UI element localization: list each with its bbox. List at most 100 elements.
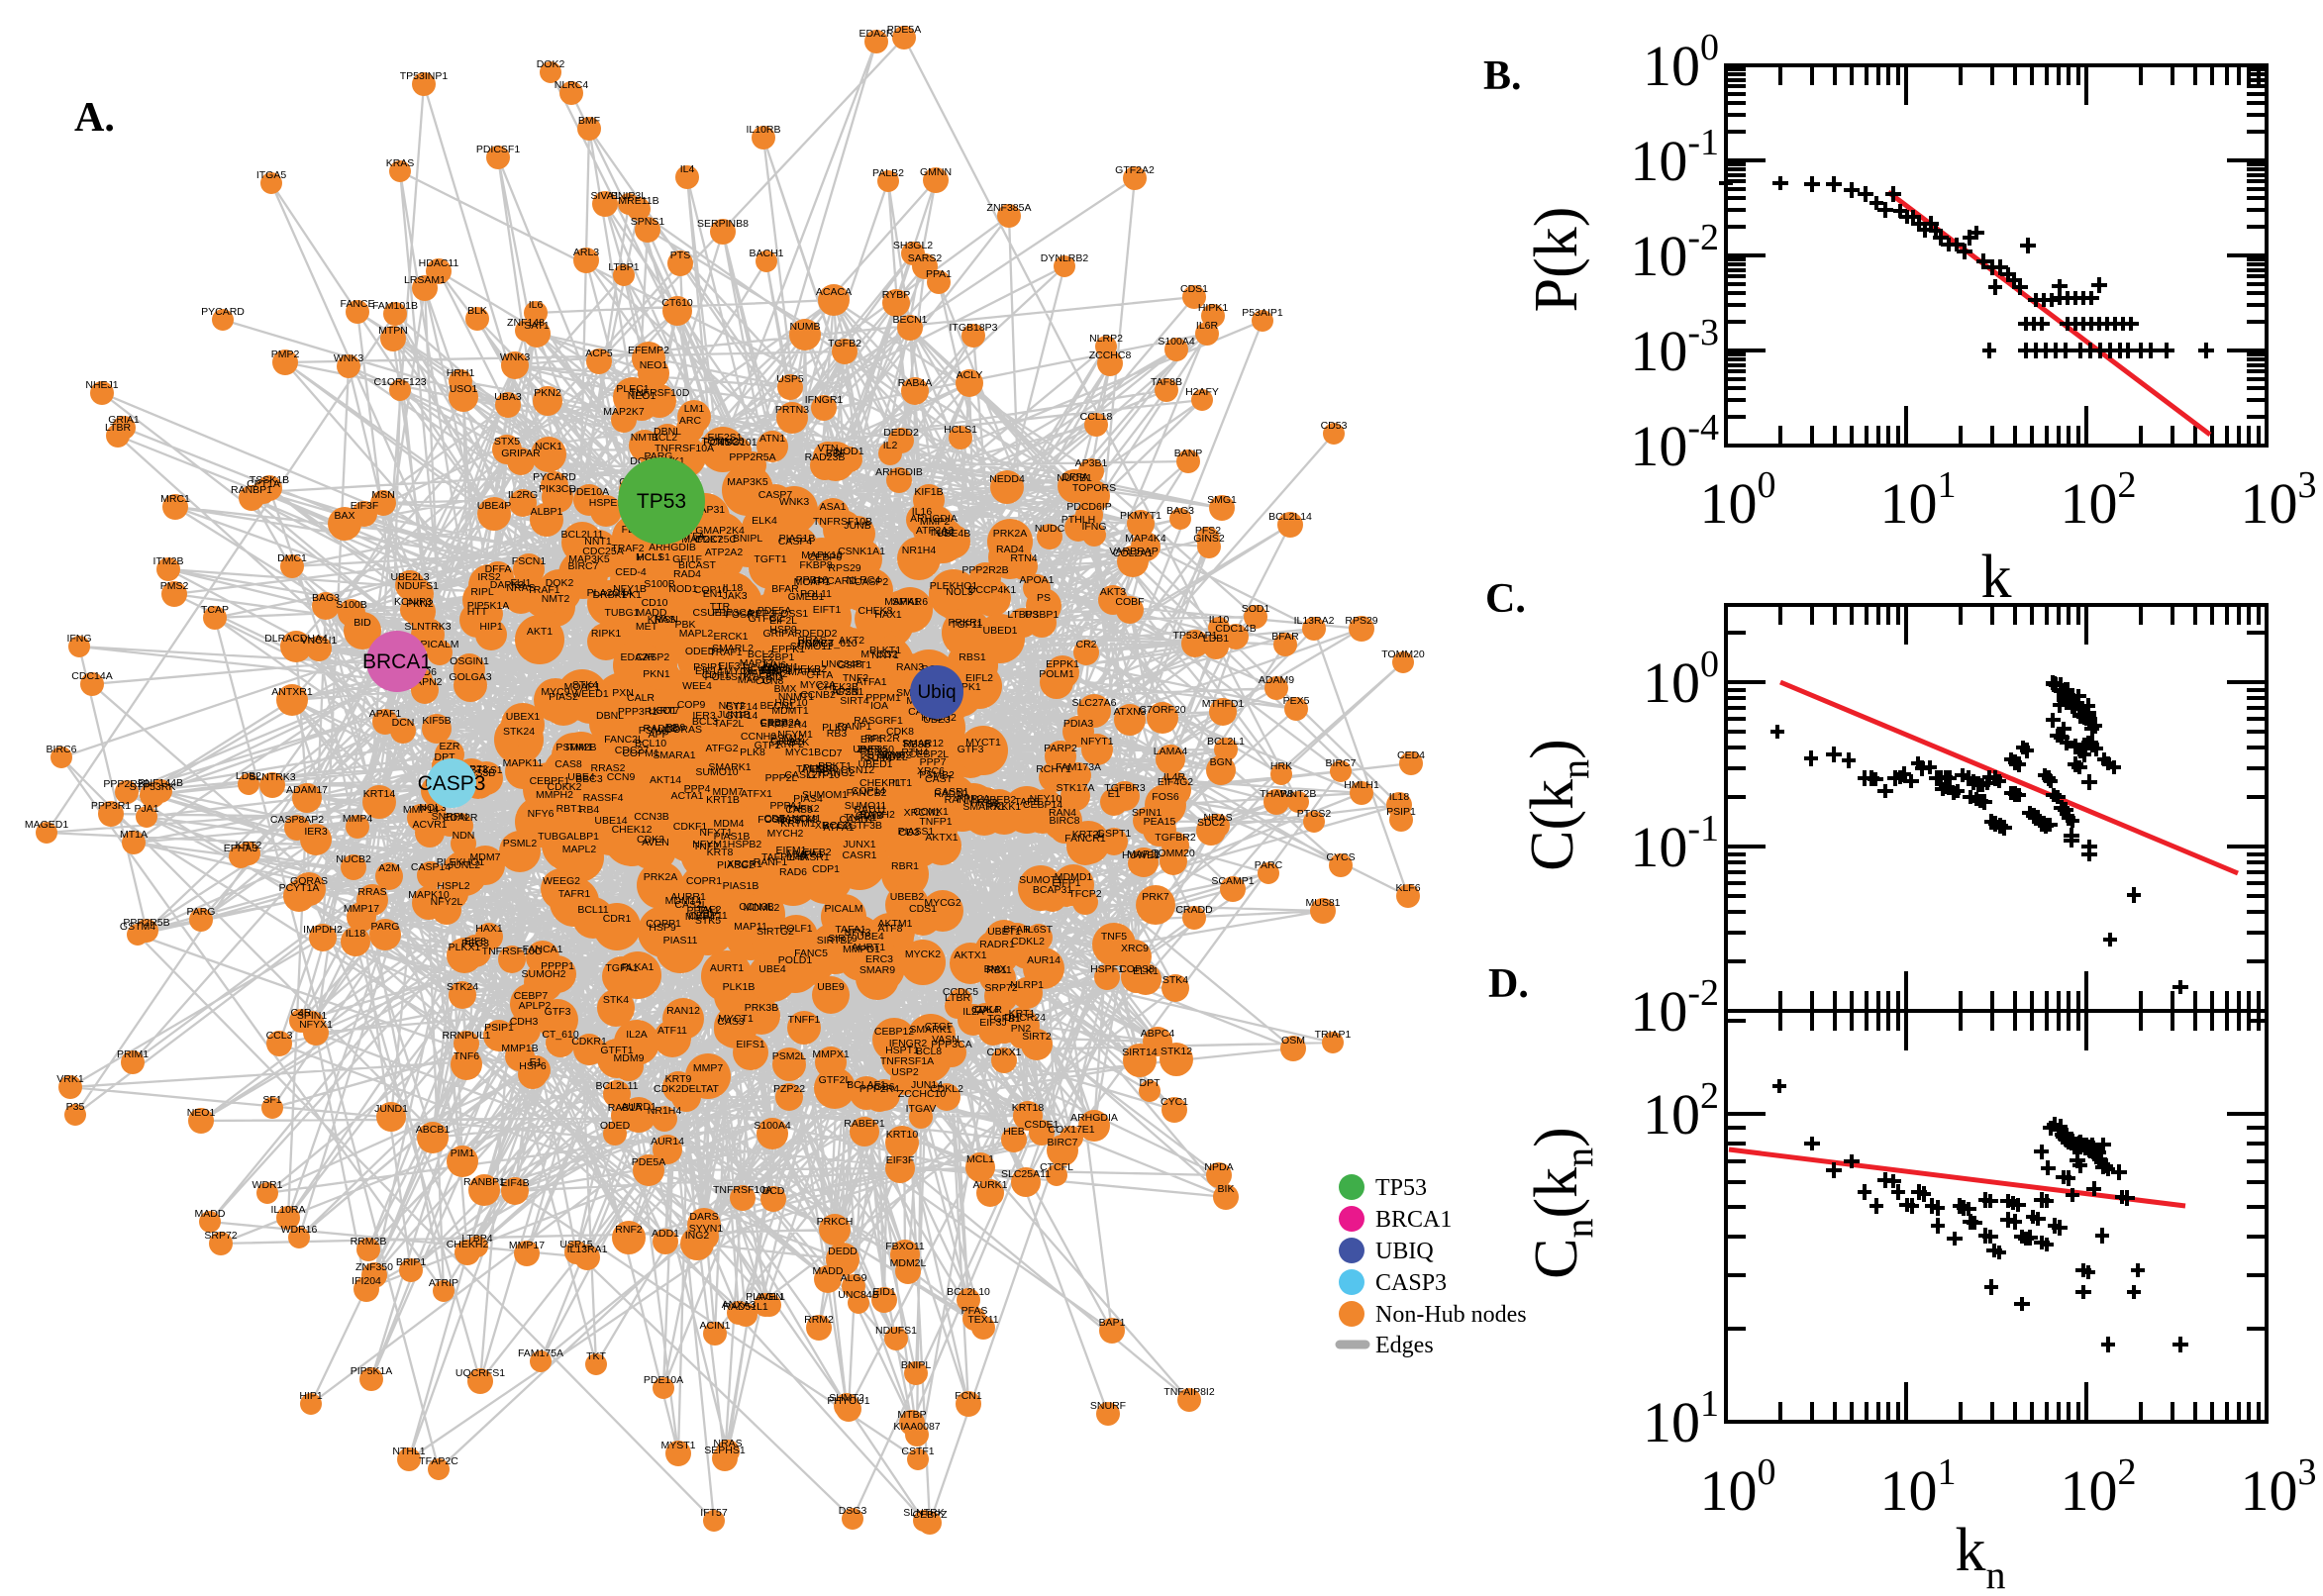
- svg-text:UBE4P: UBE4P: [477, 500, 511, 512]
- svg-text:KRT2L: KRT2L: [1072, 829, 1105, 841]
- svg-text:VASN: VASN: [932, 1034, 960, 1046]
- svg-text:HIP1: HIP1: [479, 621, 503, 633]
- svg-text:PXN: PXN: [612, 687, 634, 699]
- svg-text:BID: BID: [354, 617, 371, 629]
- svg-text:BAG3: BAG3: [1166, 505, 1194, 517]
- svg-text:UBA3: UBA3: [494, 391, 522, 403]
- svg-text:CDKR1: CDKR1: [571, 1036, 607, 1047]
- svg-text:IRS2: IRS2: [477, 571, 501, 583]
- svg-text:KRT7: KRT7: [654, 705, 680, 717]
- svg-text:LTBP3: LTBP3: [1007, 609, 1038, 621]
- svg-text:MAP11: MAP11: [788, 666, 822, 678]
- svg-text:RB3B: RB3B: [903, 739, 930, 750]
- svg-text:EPHA3: EPHA3: [224, 843, 258, 854]
- svg-text:MAPL2: MAPL2: [562, 844, 597, 855]
- svg-text:TAF11: TAF11: [796, 763, 826, 775]
- svg-text:PRKK1: PRKK1: [987, 801, 1022, 813]
- svg-text:CHEKP1: CHEKP1: [859, 777, 901, 789]
- svg-text:MAPK11: MAPK11: [503, 757, 544, 769]
- svg-text:GTF14: GTF14: [726, 710, 758, 722]
- svg-text:UBEB2: UBEB2: [890, 891, 925, 903]
- svg-text:WEE4: WEE4: [682, 680, 712, 692]
- svg-text:LTBP4: LTBP4: [461, 1233, 492, 1245]
- svg-text:CDH3: CDH3: [510, 1016, 539, 1028]
- svg-text:CDP1: CDP1: [812, 863, 840, 875]
- svg-text:PLEKHO1: PLEKHO1: [930, 580, 978, 592]
- svg-text:TCAP: TCAP: [201, 604, 229, 616]
- svg-text:CCNX1: CCNX1: [913, 806, 949, 818]
- svg-text:KIF1B: KIF1B: [914, 486, 943, 498]
- svg-text:APAF1: APAF1: [369, 708, 402, 720]
- svg-text:RBR1: RBR1: [891, 860, 919, 872]
- svg-text:MMP14: MMP14: [403, 804, 439, 816]
- svg-text:IL10RB: IL10RB: [746, 124, 780, 136]
- svg-text:CT_610: CT_610: [542, 1029, 579, 1041]
- svg-text:TGFBR3: TGFBR3: [1104, 782, 1146, 794]
- svg-text:RRM2: RRM2: [804, 1314, 834, 1326]
- svg-text:EPPK1: EPPK1: [771, 644, 805, 655]
- svg-text:MYCG2: MYCG2: [860, 648, 898, 660]
- svg-text:CRADD: CRADD: [1175, 904, 1213, 916]
- svg-text:GSPT1: GSPT1: [838, 659, 872, 671]
- svg-text:SLC27A6: SLC27A6: [1072, 697, 1117, 709]
- svg-text:CASP7: CASP7: [758, 489, 793, 501]
- svg-text:TUBGALBP1: TUBGALBP1: [538, 831, 599, 843]
- svg-text:B.: B.: [1483, 53, 1522, 99]
- svg-text:PTS: PTS: [670, 249, 690, 261]
- svg-text:STK4: STK4: [572, 679, 598, 691]
- svg-text:PRKR1: PRKR1: [948, 617, 982, 629]
- svg-text:MAPK10: MAPK10: [801, 549, 843, 561]
- svg-text:ARHGDIA: ARHGDIA: [1070, 1112, 1118, 1124]
- svg-text:MAPK10: MAPK10: [408, 889, 450, 901]
- svg-text:ADAM17: ADAM17: [286, 784, 328, 796]
- svg-text:RAD51L1: RAD51L1: [723, 1301, 768, 1313]
- svg-text:MAGED1: MAGED1: [25, 819, 69, 831]
- svg-text:E1: E1: [530, 1056, 543, 1068]
- svg-text:DMC1: DMC1: [277, 552, 307, 564]
- svg-text:NR1H4: NR1H4: [648, 1105, 682, 1117]
- svg-text:EIF4: EIF4: [860, 734, 882, 746]
- svg-text:DOK2: DOK2: [537, 58, 565, 70]
- svg-text:USP15: USP15: [559, 1239, 592, 1250]
- svg-text:CDK4: CDK4: [971, 1004, 999, 1016]
- svg-text:EDA2R: EDA2R: [443, 812, 477, 824]
- svg-text:HRH1: HRH1: [447, 367, 475, 379]
- svg-text:PMP2: PMP2: [271, 349, 300, 360]
- svg-text:UNC84B: UNC84B: [838, 1289, 878, 1301]
- svg-text:FCN1: FCN1: [703, 437, 731, 449]
- svg-text:MMP1B: MMP1B: [501, 1043, 538, 1054]
- svg-text:BAP1: BAP1: [1099, 1317, 1126, 1329]
- svg-text:XRCR1: XRCR1: [727, 858, 762, 870]
- svg-text:PLKB2: PLKB2: [803, 762, 836, 774]
- svg-text:RAB4A: RAB4A: [898, 377, 932, 389]
- svg-text:PRKCH: PRKCH: [817, 1216, 854, 1228]
- svg-text:OSM: OSM: [1281, 1035, 1305, 1047]
- svg-text:NRAS: NRAS: [713, 1438, 742, 1449]
- svg-text:PSME3: PSME3: [798, 638, 834, 649]
- svg-text:RBS1: RBS1: [959, 651, 986, 663]
- svg-text:GORAS: GORAS: [664, 724, 702, 736]
- svg-text:BCL7: BCL7: [823, 820, 849, 832]
- svg-text:KRAS: KRAS: [386, 157, 415, 169]
- svg-text:PDCD6IP: PDCD6IP: [1066, 501, 1112, 513]
- svg-text:MMP17: MMP17: [344, 903, 379, 915]
- svg-text:PKN1: PKN1: [643, 668, 670, 680]
- svg-text:FKBP8: FKBP8: [799, 559, 832, 571]
- svg-text:PIAS1B: PIAS1B: [723, 880, 759, 892]
- svg-text:PPP3: PPP3: [749, 608, 775, 620]
- svg-text:PPP10: PPP10: [796, 574, 829, 586]
- svg-text:SRP72: SRP72: [204, 1230, 237, 1242]
- svg-text:SUMO10: SUMO10: [695, 766, 738, 778]
- svg-text:STK17A: STK17A: [1056, 782, 1094, 794]
- svg-text:ATF8: ATF8: [878, 923, 903, 935]
- svg-text:BIRC8: BIRC8: [1050, 815, 1080, 827]
- svg-text:RB4: RB4: [579, 804, 600, 816]
- svg-text:NDUFS1: NDUFS1: [397, 580, 439, 592]
- svg-text:E2BP1: E2BP1: [762, 651, 795, 663]
- svg-text:CYC1: CYC1: [1161, 1096, 1188, 1108]
- svg-text:MYCG2: MYCG2: [924, 897, 961, 909]
- svg-text:RB3: RB3: [827, 728, 848, 740]
- svg-text:RADR1: RADR1: [979, 939, 1015, 950]
- svg-text:BCL2: BCL2: [748, 648, 773, 660]
- svg-text:SPIN1: SPIN1: [1132, 807, 1162, 819]
